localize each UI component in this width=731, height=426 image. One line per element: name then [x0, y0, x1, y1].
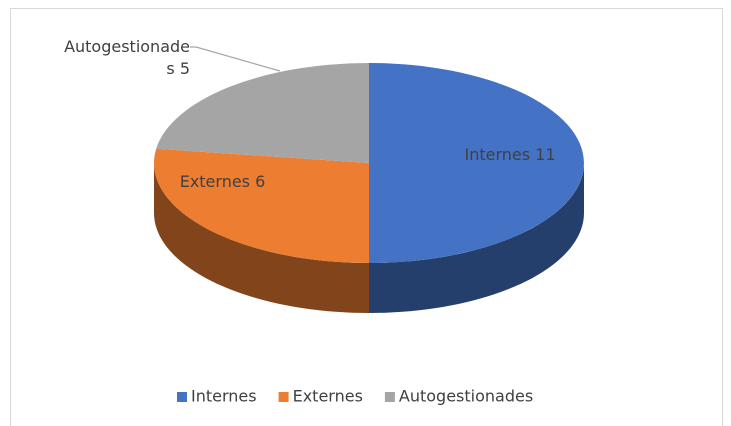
data-label: Autogestionades 5	[64, 37, 190, 78]
legend-swatch	[278, 392, 289, 402]
slice	[369, 63, 584, 263]
data-label: Externes 6	[179, 172, 266, 191]
legend-label: Autogestionades	[399, 387, 533, 406]
legend-label: Externes	[293, 387, 363, 406]
slice	[153, 148, 369, 263]
slice-side	[154, 163, 369, 313]
legend-swatch	[384, 392, 395, 402]
slice	[156, 63, 369, 163]
data-label: Internes 11	[464, 145, 556, 164]
legend-label: Internes	[191, 387, 257, 406]
leader-line	[190, 46, 281, 72]
legend-swatch	[177, 392, 187, 402]
slice-side	[369, 163, 584, 313]
